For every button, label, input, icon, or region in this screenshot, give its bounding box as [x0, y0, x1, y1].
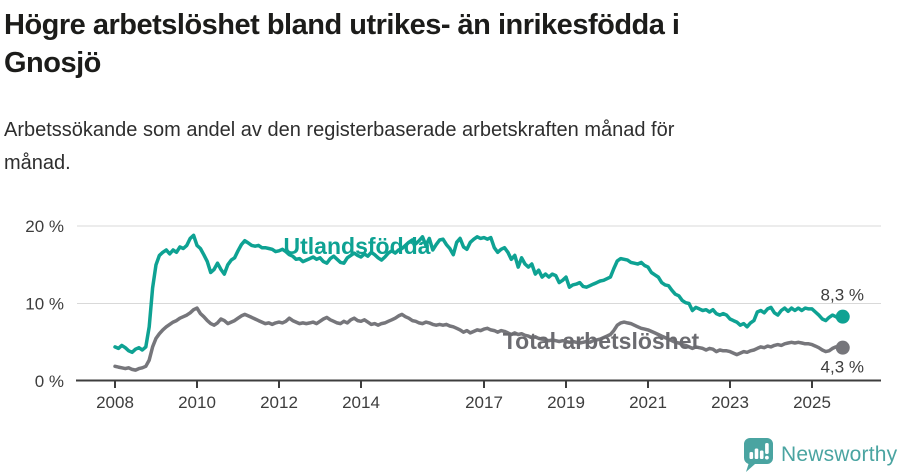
series-end-dot-utlandsfodda: [835, 309, 850, 324]
logo-bar-3: [759, 450, 764, 459]
chart-subtitle-line-1: Arbetssökande som andel av den registerb…: [4, 119, 675, 141]
page-title-line-2: Gnosjö: [4, 47, 101, 79]
y-tick-label: 20 %: [25, 217, 64, 236]
line-chart: 2008 2010 2012 2014 2017 2019 2021 2023 2025 0 % 1…: [25, 217, 881, 412]
x-tick-label: 2023: [711, 393, 749, 412]
chart-subtitle-line-2: månad.: [4, 152, 71, 174]
series-label-utlandsfodda: Utlandsfödda: [284, 233, 431, 259]
logo-exclamation-bar: [765, 443, 769, 454]
newsworthy-brand-name: Newsworthy: [781, 443, 898, 466]
chart-subtitle: Arbetssökande som andel av den registerb…: [4, 114, 864, 180]
series-end-dot-total-arbetsloshet: [835, 340, 850, 355]
y-tick-label: 0 %: [35, 372, 64, 391]
series-end-label-total-arbetsloshet: 4,3 %: [821, 358, 864, 377]
logo-bar-2: [754, 448, 759, 459]
series-label-total-arbetsloshet: Total arbetslöshet: [503, 328, 700, 354]
x-tick-label: 2014: [342, 393, 380, 412]
x-tick-label: 2017: [465, 393, 503, 412]
speech-bubble-shape: [744, 438, 773, 472]
logo-exclamation-dot: [765, 455, 769, 460]
logo-bar-1: [749, 452, 754, 459]
newsworthy-logo-icon: [744, 438, 773, 472]
y-tick-label: 10 %: [25, 295, 64, 314]
x-tick-label: 2008: [96, 393, 134, 412]
series-line-total-arbetsloshet: [113, 306, 845, 372]
x-tick-label: 2021: [629, 393, 667, 412]
newsworthy-logo: Newsworthy: [742, 437, 898, 473]
series-end-label-utlandsfodda: 8,3 %: [821, 286, 864, 305]
x-tick-label: 2019: [547, 393, 585, 412]
series-line-utlandsfodda: [113, 233, 845, 355]
x-tick-label: 2010: [178, 393, 216, 412]
page-title-line-1: Högre arbetslöshet bland utrikes- än inr…: [4, 9, 680, 41]
page-title: Högre arbetslöshet bland utrikes- än inr…: [4, 6, 874, 82]
x-tick-label: 2012: [260, 393, 298, 412]
x-tick-label: 2025: [793, 393, 831, 412]
